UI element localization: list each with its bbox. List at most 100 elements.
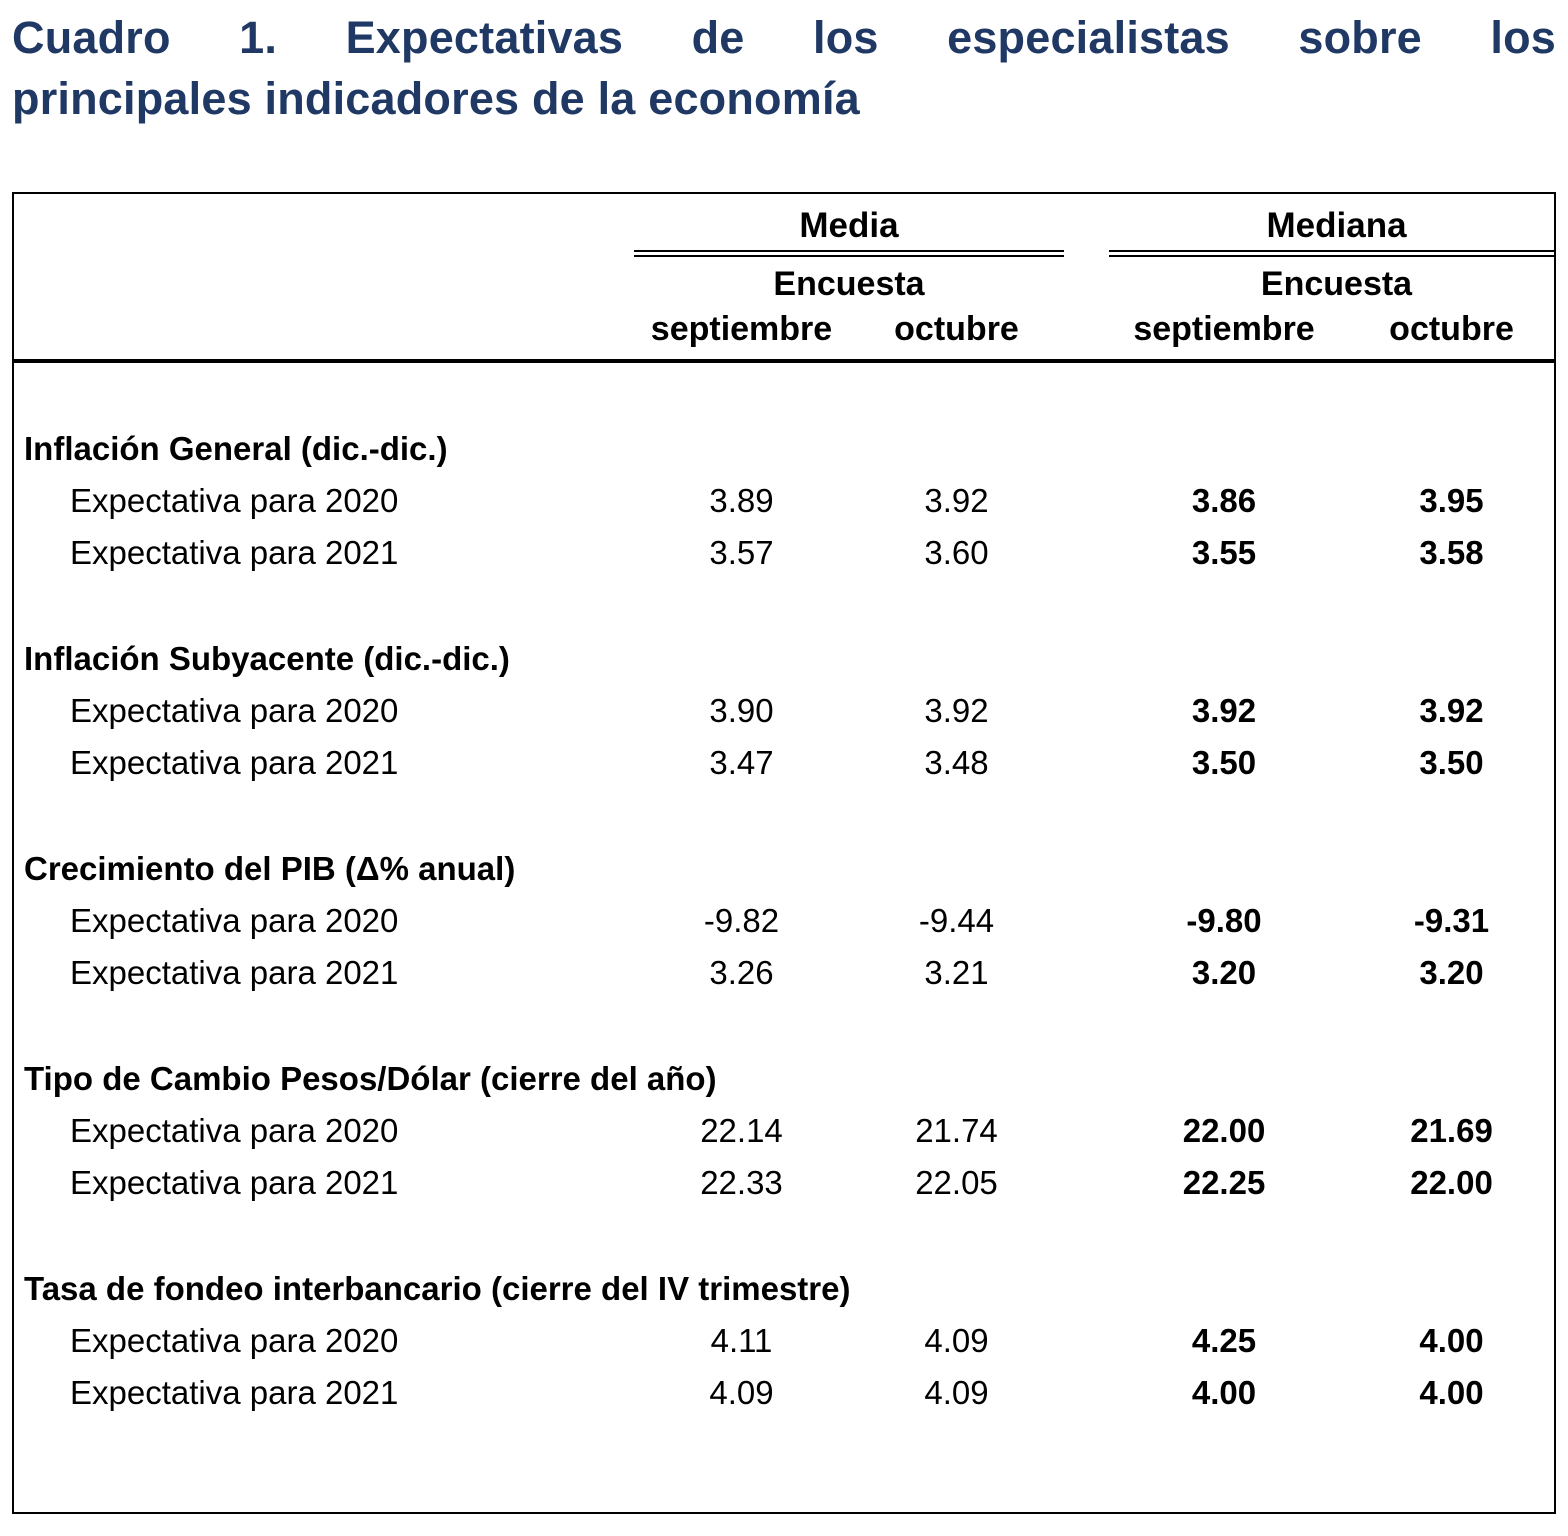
media-value: 3.92 (924, 481, 989, 519)
row-label: Expectativa para 2021 (70, 533, 399, 571)
group-header-mediana: Mediana (1109, 193, 1554, 257)
column-gap (1064, 253, 1109, 306)
subheader-mediana-encuesta: Encuesta (1260, 264, 1413, 303)
mediana-value: -9.31 (1413, 901, 1490, 939)
group-header-row: Media Mediana (14, 193, 1554, 257)
row-label: Expectativa para 2021 (70, 1163, 399, 1201)
mediana-value: 3.20 (1419, 953, 1484, 991)
media-value: 3.48 (924, 743, 989, 781)
media-value: 4.11 (710, 1321, 773, 1359)
media-value: 3.90 (709, 691, 774, 729)
data-row: Expectativa para 2020 4.11 4.09 4.25 4.00 (14, 1315, 1554, 1367)
table-header: Media Mediana Encuesta Encuesta septiemb… (14, 193, 1554, 363)
row-label: Expectativa para 2021 (70, 953, 399, 991)
media-value: 22.33 (700, 1163, 783, 1201)
media-value: -9.44 (918, 901, 995, 939)
mediana-value: 3.92 (1419, 691, 1484, 729)
column-gap (1064, 1315, 1109, 1367)
media-value: 22.05 (915, 1163, 998, 1201)
page-title-line1: Cuadro 1. Expectativas de los especialis… (12, 12, 1556, 63)
data-row: Expectativa para 2021 3.26 3.21 3.20 3.20 (14, 947, 1554, 999)
mediana-value: 21.69 (1410, 1111, 1493, 1149)
media-value: 3.47 (709, 743, 774, 781)
media-value: 3.89 (709, 481, 774, 519)
media-value: 3.26 (709, 953, 774, 991)
mediana-value: 3.55 (1191, 533, 1257, 571)
column-gap (1064, 1157, 1109, 1209)
subheader-empty (14, 253, 634, 306)
mediana-value: 3.50 (1419, 743, 1484, 781)
group-header-media: Media (634, 193, 1065, 257)
subheader-media-encuesta: Encuesta (773, 264, 925, 303)
mediana-value: 22.25 (1182, 1163, 1266, 1201)
row-label: Expectativa para 2021 (70, 743, 399, 781)
mediana-value: 3.20 (1191, 953, 1257, 991)
mediana-value: 3.92 (1191, 691, 1257, 729)
page-title: Cuadro 1. Expectativas de los especialis… (12, 8, 1556, 130)
media-value: 3.92 (924, 691, 989, 729)
section-header-row: Crecimiento del PIB (Δ% anual) (14, 843, 1554, 895)
section-header-row: Inflación General (dic.-dic.) (14, 423, 1554, 475)
row-label: Expectativa para 2020 (70, 691, 399, 729)
data-row: Expectativa para 2021 3.47 3.48 3.50 3.50 (14, 737, 1554, 789)
expectations-table: Media Mediana Encuesta Encuesta septiemb… (14, 193, 1554, 1419)
data-row: Expectativa para 2020 3.90 3.92 3.92 3.92 (14, 685, 1554, 737)
media-value: 4.09 (924, 1321, 989, 1359)
mediana-value: -9.80 (1186, 901, 1262, 939)
mediana-value: 22.00 (1182, 1111, 1266, 1149)
mediana-value: 4.00 (1419, 1373, 1484, 1411)
data-row: Expectativa para 2021 3.57 3.60 3.55 3.58 (14, 527, 1554, 579)
data-row: Expectativa para 2020 -9.82 -9.44 -9.80 -9.3… (14, 895, 1554, 947)
mediana-value: 3.86 (1191, 481, 1257, 519)
row-label: Expectativa para 2020 (70, 481, 399, 519)
column-header-media-octubre: octubre (849, 305, 1065, 363)
data-row: Expectativa para 2020 22.14 21.74 22.00 21.6… (14, 1105, 1554, 1157)
mediana-value: 3.58 (1419, 533, 1484, 571)
row-label: Expectativa para 2020 (70, 901, 399, 939)
media-value: -9.82 (703, 901, 780, 939)
section-header-label: Inflación Subyacente (dic.-dic.) (24, 639, 510, 677)
data-row: Expectativa para 2021 4.09 4.09 4.00 4.00 (14, 1367, 1554, 1419)
section-header-row: Tipo de Cambio Pesos/Dólar (cierre del a… (14, 1053, 1554, 1105)
column-header-row: septiembre octubre septiembre octubre (14, 305, 1554, 363)
media-value: 22.14 (700, 1111, 783, 1149)
media-value: 3.57 (709, 533, 774, 571)
data-row: Expectativa para 2021 22.33 22.05 22.25 22.0… (14, 1157, 1554, 1209)
expectations-table-frame: Media Mediana Encuesta Encuesta septiemb… (12, 191, 1556, 1514)
mediana-value: 3.50 (1191, 743, 1257, 781)
column-gap (1064, 1105, 1109, 1157)
section-header-label: Crecimiento del PIB (Δ% anual) (24, 849, 516, 887)
section-spacer-row (14, 1209, 1554, 1263)
section-header-row: Inflación Subyacente (dic.-dic.) (14, 633, 1554, 685)
column-gap (1064, 737, 1109, 789)
section-header-label: Inflación General (dic.-dic.) (24, 429, 448, 467)
subheader-row: Encuesta Encuesta (14, 253, 1554, 306)
page-title-line2: principales indicadores de la economía (12, 72, 860, 124)
media-value: 4.09 (924, 1373, 989, 1411)
section-header-label: Tipo de Cambio Pesos/Dólar (cierre del a… (24, 1059, 717, 1097)
column-gap (1064, 947, 1109, 999)
column-gap (1064, 1367, 1109, 1419)
section-spacer-row (14, 999, 1554, 1053)
group-header-empty (14, 194, 634, 254)
column-gap (1064, 194, 1109, 254)
media-value: 3.21 (924, 953, 989, 991)
column-header-media-septiembre: septiembre (634, 305, 849, 363)
section-spacer-row (14, 789, 1554, 843)
mediana-value: 22.00 (1410, 1163, 1493, 1201)
row-label: Expectativa para 2020 (70, 1111, 399, 1149)
media-value: 3.60 (924, 533, 989, 571)
column-gap (1064, 475, 1109, 527)
section-header-row: Tasa de fondeo interbancario (cierre del… (14, 1263, 1554, 1315)
media-value: 4.09 (709, 1373, 774, 1411)
column-gap (1064, 895, 1109, 947)
section-spacer-row (14, 361, 1554, 423)
mediana-value: 3.95 (1419, 481, 1484, 519)
column-header-mediana-septiembre: septiembre (1109, 305, 1340, 363)
media-value: 21.74 (915, 1111, 998, 1149)
table-body: Inflación General (dic.-dic.) Expectativa… (14, 361, 1554, 1419)
section-header-label: Tasa de fondeo interbancario (cierre del… (24, 1269, 851, 1307)
mediana-value: 4.00 (1419, 1321, 1484, 1359)
column-header-mediana-octubre: octubre (1339, 305, 1554, 363)
